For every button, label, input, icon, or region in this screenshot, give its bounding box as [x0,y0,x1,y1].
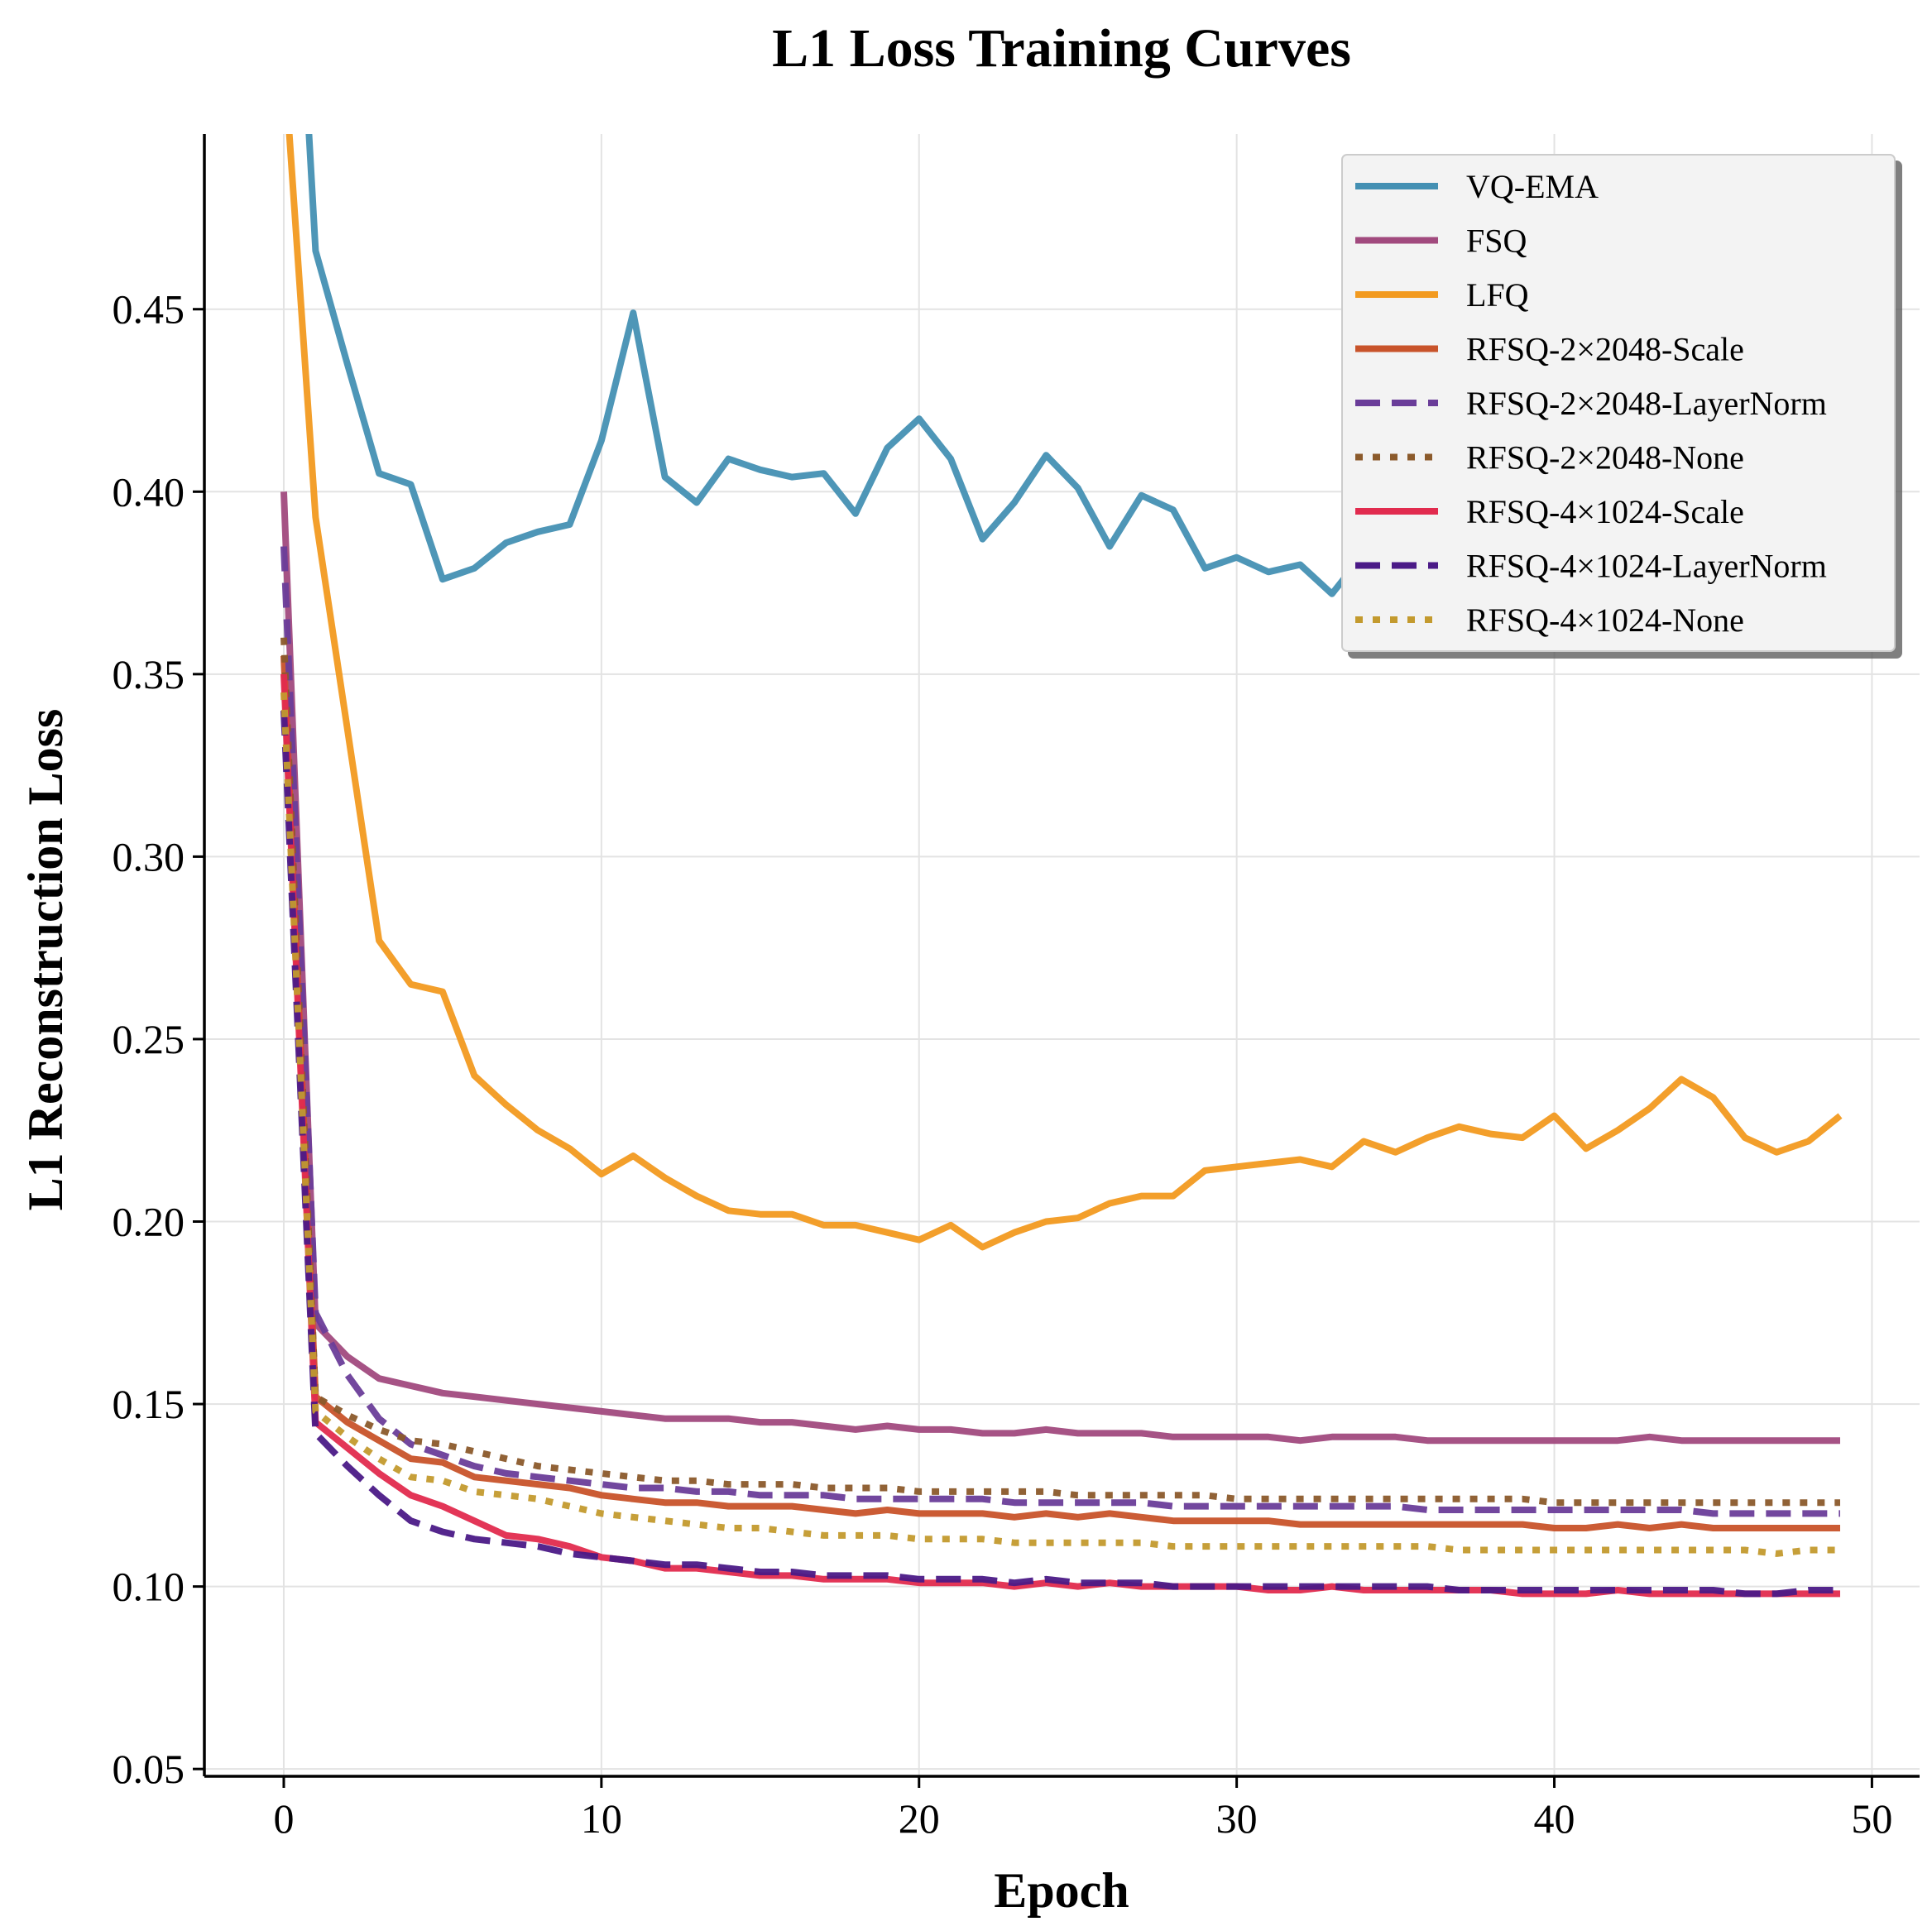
x-tick-label: 40 [1534,1795,1575,1842]
y-axis-label: L1 Reconstruction Loss [18,709,73,1211]
series-line-fsq [280,491,1840,1445]
y-tick-label: 0.40 [113,468,185,515]
legend-label: RFSQ-4×1024-LayerNorm [1466,548,1827,585]
y-tick-label: 0.35 [113,651,185,697]
legend-label: RFSQ-2×2048-Scale [1466,331,1744,368]
x-tick-label: 10 [581,1795,622,1842]
y-tick-label: 0.25 [113,1016,185,1062]
x-axis-label: Epoch [994,1863,1129,1918]
series-group [280,134,1843,1598]
legend-label: FSQ [1466,223,1527,260]
legend-label: LFQ [1466,276,1529,314]
y-tick-label: 0.20 [113,1199,185,1245]
legend: VQ-EMA FSQ LFQ RFSQ-2×2048-Scale RFSQ-2×2048… [1341,154,1896,652]
ticks: 0 10 20 30 40 50 0.05 0.10 0.15 0.20 0.25 0.30 0.35 0… [113,286,1893,1842]
y-tick-label: 0.05 [113,1746,185,1792]
x-tick-label: 0 [273,1795,294,1842]
series-line-rfsq-2-2048-layernorm [280,546,1840,1517]
series-line-rfsq-4-1024-none [280,692,1840,1557]
legend-box [1341,154,1896,652]
series-line-rfsq-4-1024-scale [280,673,1840,1598]
legend-label: RFSQ-4×1024-None [1466,601,1744,639]
y-tick-label: 0.10 [113,1564,185,1610]
legend-label: VQ-EMA [1466,168,1599,205]
y-tick-label: 0.15 [113,1381,185,1427]
series-line-rfsq-2-2048-scale [280,655,1840,1531]
series-line-lfq [285,134,1843,1251]
legend-label: RFSQ-4×1024-Scale [1466,493,1744,530]
series-line-rfsq-2-2048-none [280,637,1840,1507]
y-tick-label: 0.30 [113,833,185,879]
legend-label: RFSQ-2×2048-LayerNorm [1466,385,1827,422]
x-tick-label: 50 [1851,1795,1892,1842]
legend-label: RFSQ-2×2048-None [1466,439,1744,477]
chart-title: L1 Loss Training Curves [772,18,1351,79]
y-tick-label: 0.45 [113,286,185,333]
x-tick-label: 30 [1216,1795,1258,1842]
series-line-rfsq-4-1024-layernorm [280,710,1840,1598]
x-tick-label: 20 [899,1795,940,1842]
